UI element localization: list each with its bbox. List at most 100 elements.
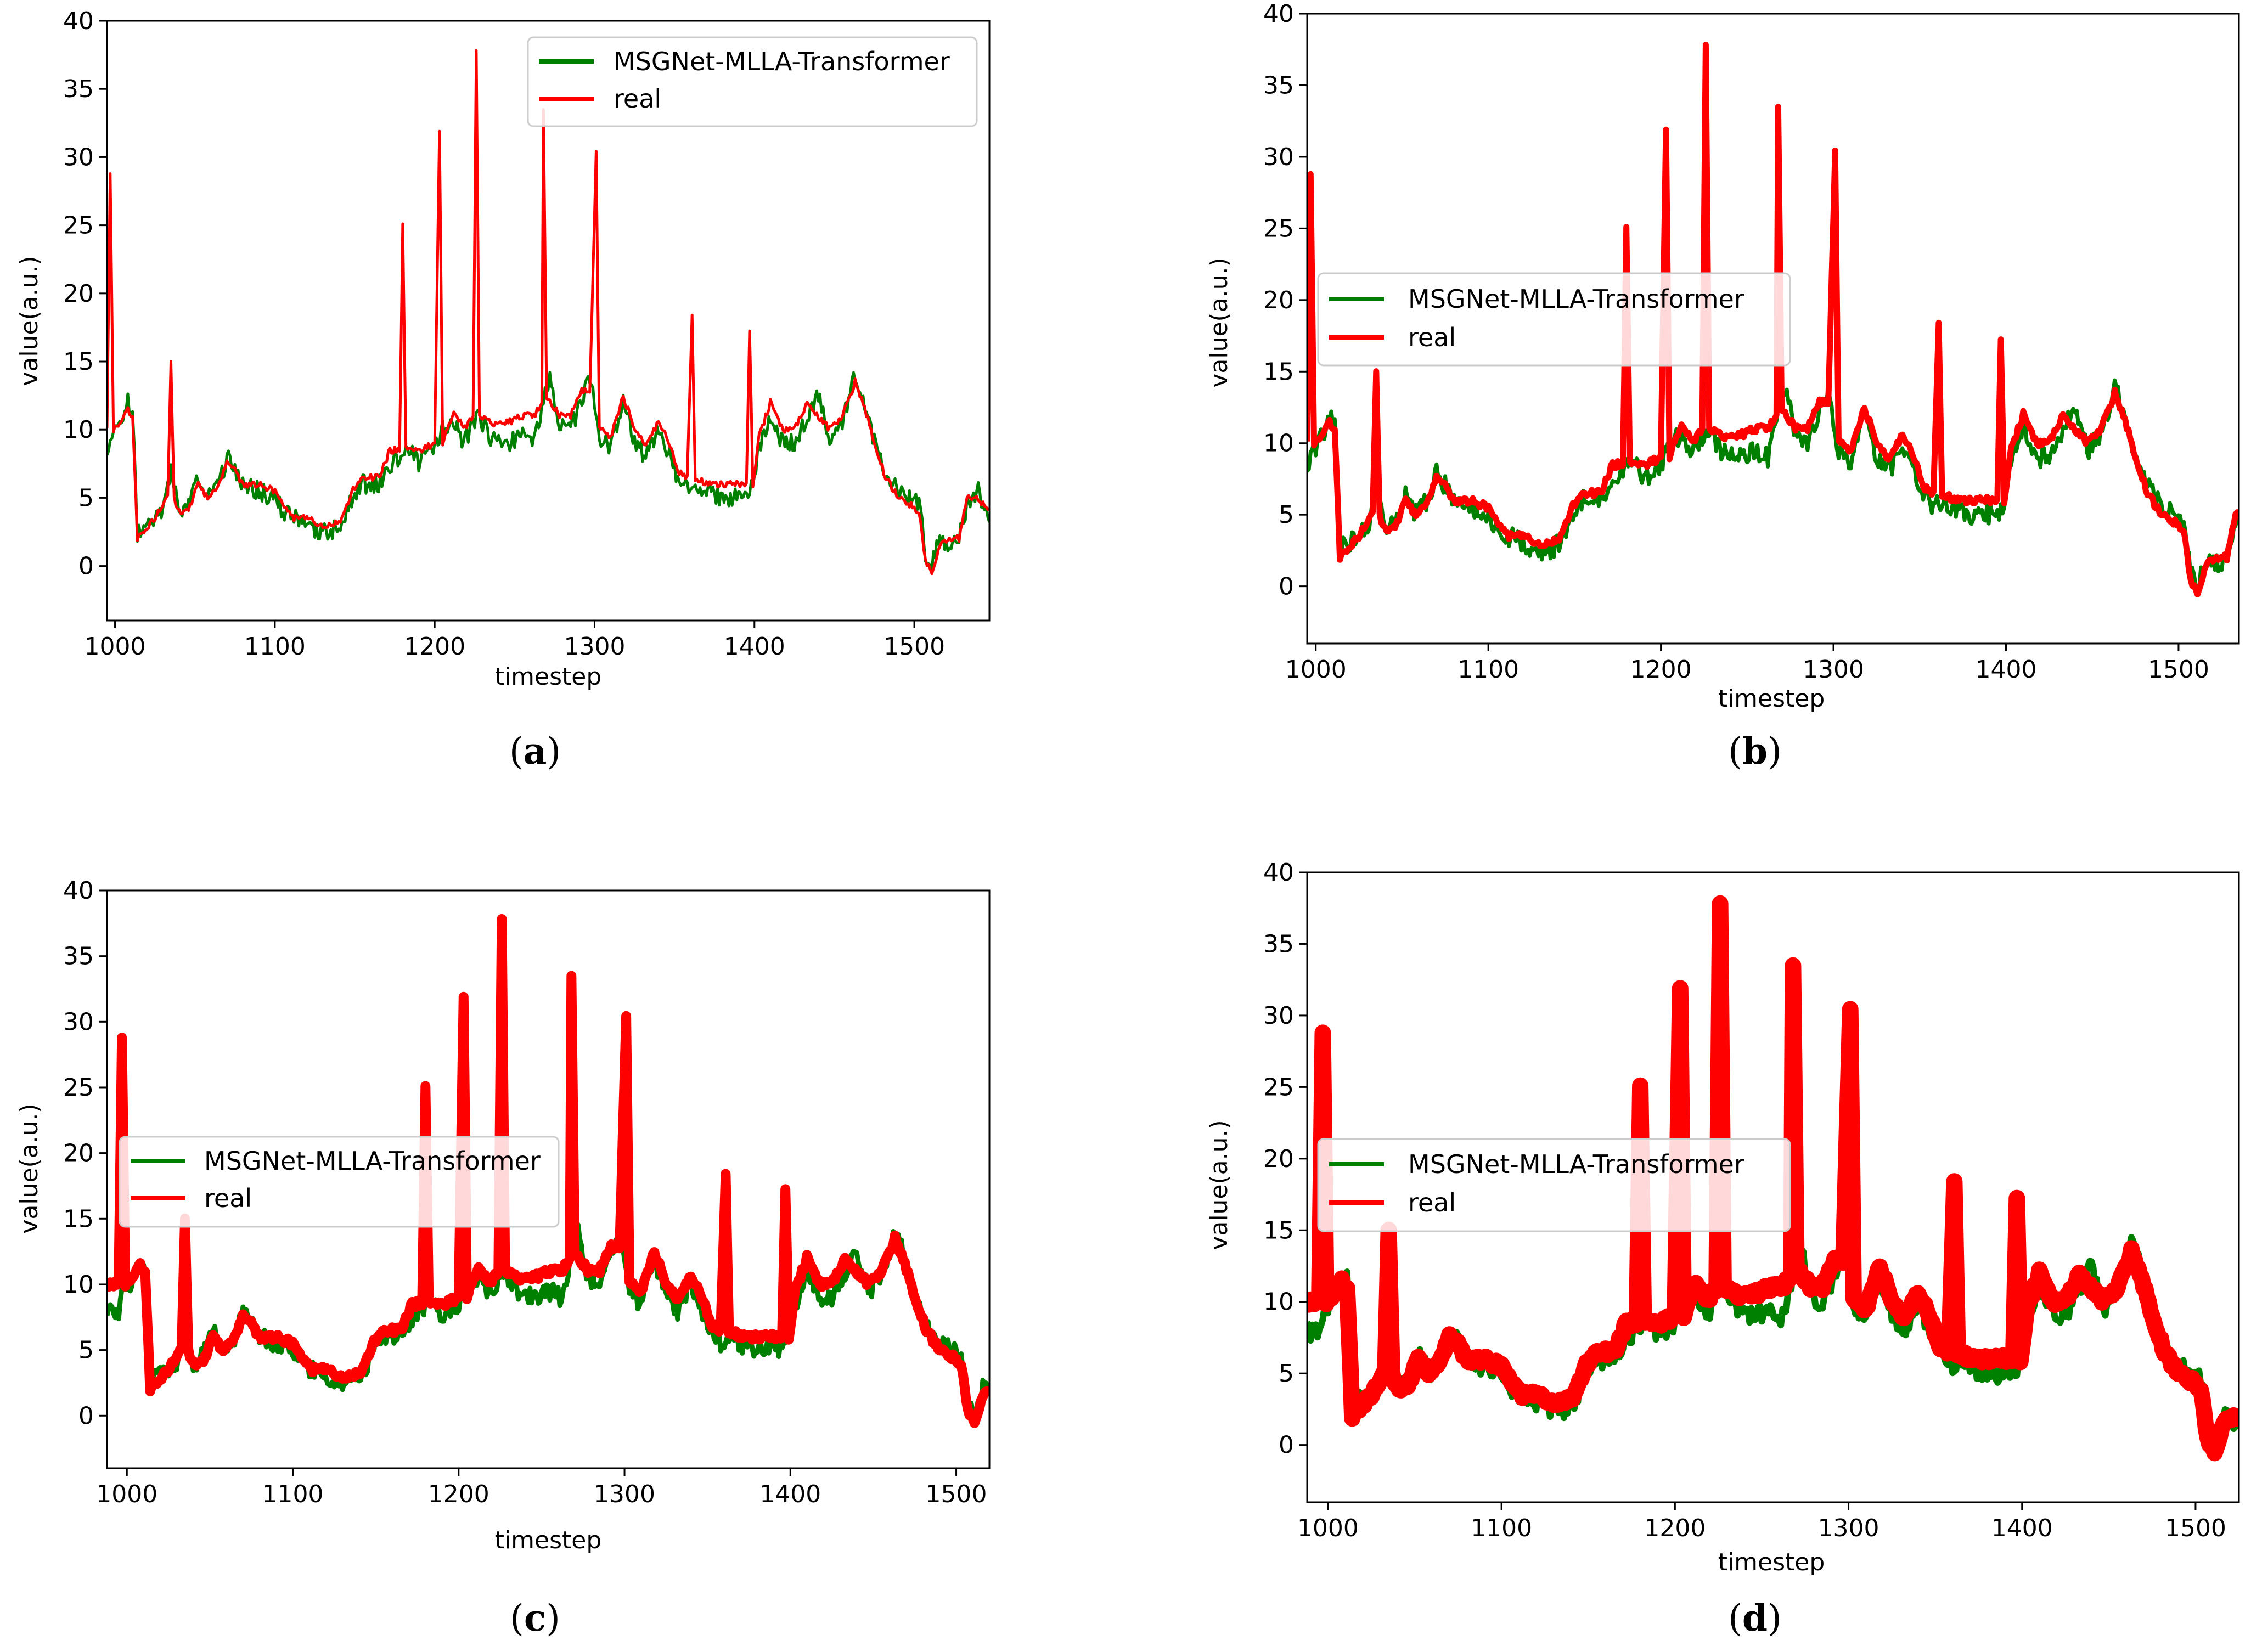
chart-c-ylabel: value(a.u.) xyxy=(15,1103,43,1233)
chart-a-legend-box xyxy=(527,36,978,127)
chart-d-plot-frame xyxy=(1306,871,2240,1503)
chart-d-xtick-label: 1200 xyxy=(1644,1514,1706,1542)
panel-label-b-letter: b xyxy=(1742,730,1768,773)
chart-a-series-predicted-line xyxy=(107,371,989,573)
chart-c-ytick-label: 5 xyxy=(78,1337,94,1365)
chart-panel-d: 1000 1100 1200 1300 1400 1500 0 5 10 15 20 25 30 35 40… xyxy=(1205,859,2240,1639)
chart-a-xtick-label: 1500 xyxy=(883,633,945,661)
chart-c-xtick-label: 1300 xyxy=(594,1480,655,1508)
chart-c-ticks: 1000 1100 1200 1300 1400 1500 0 5 10 15 20 25 30 35 40 xyxy=(63,877,987,1508)
chart-a-ytick-label: 35 xyxy=(63,75,94,103)
chart-c-data-layer xyxy=(107,914,989,1428)
chart-a-legend-label-predicted: MSGNet-MLLA-Transformer xyxy=(614,47,950,76)
chart-d-xlabel: timestep xyxy=(1718,1548,1825,1576)
chart-d-ytick-label: 0 xyxy=(1279,1431,1294,1459)
chart-a-ylabel: value(a.u.) xyxy=(15,256,43,386)
chart-c-xtick-label: 1100 xyxy=(262,1480,324,1508)
chart-c-legend: MSGNet-MLLA-Transformer real xyxy=(119,1136,560,1228)
panel-label-d-letter: d xyxy=(1742,1597,1768,1639)
chart-a-ticks: 1000 1100 1200 1300 1400 1500 0 5 10 15 20 25 30 35 40 xyxy=(63,7,945,661)
chart-b-xtick-label: 1400 xyxy=(1976,656,2037,684)
chart-d-legend-label-real: real xyxy=(1408,1188,1456,1217)
chart-b-ytick-label: 5 xyxy=(1279,501,1294,529)
chart-b-ytick-label: 40 xyxy=(1263,0,1294,28)
chart-a-ytick-label: 0 xyxy=(78,552,94,580)
chart-b-xtick-label: 1000 xyxy=(1285,656,1347,684)
chart-b-legend: MSGNet-MLLA-Transformer real xyxy=(1317,272,1791,367)
chart-c-legend-label-predicted: MSGNet-MLLA-Transformer xyxy=(204,1146,541,1176)
chart-b-xtick-label: 1500 xyxy=(2148,656,2209,684)
chart-b-legend-label-predicted: MSGNet-MLLA-Transformer xyxy=(1408,284,1744,314)
chart-d-ytick-label: 5 xyxy=(1279,1360,1294,1388)
chart-d-xtick-label: 1400 xyxy=(1991,1514,2053,1542)
chart-b-ytick-label: 30 xyxy=(1263,143,1294,171)
chart-d-ytick-label: 35 xyxy=(1263,930,1294,958)
chart-panel-c: 1000 1100 1200 1300 1400 1500 0 5 10 15 20 25 30 35 40… xyxy=(15,877,991,1639)
chart-c-xtick-label: 1400 xyxy=(759,1480,821,1508)
panel-label-a: (a) xyxy=(509,730,561,773)
chart-a-ytick-label: 20 xyxy=(63,280,94,308)
chart-d-xtick-label: 1000 xyxy=(1297,1514,1359,1542)
chart-c-series-real-line xyxy=(107,914,989,1428)
chart-c-ytick-label: 40 xyxy=(63,877,94,905)
chart-c-legend-box xyxy=(119,1136,560,1228)
chart-a-xtick-label: 1200 xyxy=(404,633,465,661)
chart-a-data-layer xyxy=(107,49,989,576)
chart-b-xtick-label: 1300 xyxy=(1803,656,1864,684)
chart-a-plot-frame xyxy=(106,20,991,622)
chart-a-xtick-label: 1100 xyxy=(244,633,306,661)
chart-d-ytick-label: 15 xyxy=(1263,1216,1294,1244)
chart-b-ytick-label: 15 xyxy=(1263,358,1294,386)
chart-a-ytick-label: 30 xyxy=(63,143,94,171)
chart-c-xtick-label: 1500 xyxy=(926,1480,987,1508)
chart-b-plot-frame xyxy=(1306,13,2240,645)
chart-a-series-real-line xyxy=(107,49,989,576)
chart-d-ytick-label: 10 xyxy=(1263,1288,1294,1316)
chart-b-series-real-line xyxy=(1307,42,2239,597)
chart-d-ylabel: value(a.u.) xyxy=(1205,1120,1233,1250)
chart-c-ytick-label: 20 xyxy=(63,1140,94,1168)
chart-d-ticks: 1000 1100 1200 1300 1400 1500 0 5 10 15 20 25 30 35 40 xyxy=(1263,859,2226,1542)
chart-a-ytick-label: 25 xyxy=(63,212,94,240)
chart-d-legend-label-predicted: MSGNet-MLLA-Transformer xyxy=(1408,1149,1744,1179)
chart-c-xtick-label: 1200 xyxy=(428,1480,489,1508)
chart-c-ytick-label: 35 xyxy=(63,943,94,971)
chart-b-data-layer xyxy=(1307,42,2239,597)
chart-d-xtick-label: 1300 xyxy=(1818,1514,1879,1542)
chart-d-ytick-label: 25 xyxy=(1263,1073,1294,1101)
panel-label-a-letter: a xyxy=(524,730,547,773)
chart-d-xtick-label: 1100 xyxy=(1471,1514,1532,1542)
chart-c-ytick-label: 10 xyxy=(63,1271,94,1299)
chart-d-data-layer xyxy=(1307,895,2239,1462)
chart-b-ylabel: value(a.u.) xyxy=(1205,257,1233,387)
chart-panel-a: 1000 1100 1200 1300 1400 1500 0 5 10 15 20 25 30 35 40… xyxy=(15,7,991,773)
chart-a-ytick-label: 40 xyxy=(63,7,94,35)
chart-b-ticks: 1000 1100 1200 1300 1400 1500 0 5 10 15 20 25 30 35 40 xyxy=(1263,0,2209,684)
chart-b-xlabel: timestep xyxy=(1718,685,1825,713)
chart-d-legend-box xyxy=(1317,1138,1791,1232)
chart-b-ytick-label: 35 xyxy=(1263,71,1294,99)
panel-label-b: (b) xyxy=(1728,730,1782,773)
panel-label-d: (d) xyxy=(1728,1597,1782,1639)
chart-a-ytick-label: 15 xyxy=(63,348,94,376)
chart-b-ytick-label: 25 xyxy=(1263,215,1294,243)
chart-c-legend-label-real: real xyxy=(204,1183,252,1213)
panel-label-c: (c) xyxy=(510,1597,560,1639)
chart-c-xtick-label: 1000 xyxy=(96,1480,157,1508)
chart-b-legend-box xyxy=(1317,272,1791,367)
chart-a-ytick-label: 5 xyxy=(78,484,94,512)
chart-b-legend-label-real: real xyxy=(1408,323,1456,352)
chart-a-xtick-label: 1000 xyxy=(85,633,146,661)
chart-c-ytick-label: 25 xyxy=(63,1074,94,1102)
chart-b-xtick-label: 1200 xyxy=(1630,656,1692,684)
panel-label-c-letter: c xyxy=(524,1597,546,1639)
chart-d-ytick-label: 30 xyxy=(1263,1002,1294,1030)
chart-b-xtick-label: 1100 xyxy=(1457,656,1519,684)
chart-c-plot-frame xyxy=(106,889,991,1469)
chart-panel-b: 1000 1100 1200 1300 1400 1500 0 5 10 15 20 25 30 35 40… xyxy=(1205,0,2240,773)
chart-d-ytick-label: 20 xyxy=(1263,1145,1294,1173)
chart-a-xtick-label: 1400 xyxy=(724,633,785,661)
chart-a-xlabel: timestep xyxy=(495,663,602,691)
chart-b-ytick-label: 10 xyxy=(1263,430,1294,458)
